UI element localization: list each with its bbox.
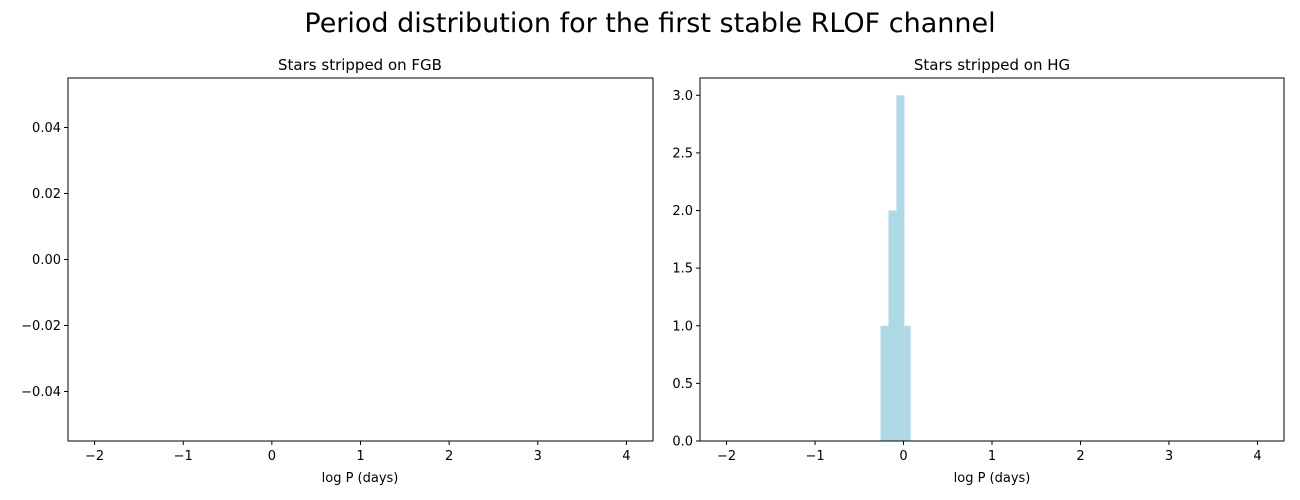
y-tick-label-fgb: −0.02 xyxy=(21,319,61,334)
y-tick-label-fgb: 0.00 xyxy=(32,253,61,268)
x-ticks-fgb: −2 −1 0 1 2 3 4 xyxy=(85,441,631,464)
histogram-bar-hg-0 xyxy=(880,325,889,441)
x-tick-label-fgb: 2 xyxy=(445,449,453,464)
x-axis-label-fgb: log P (days) xyxy=(322,471,399,486)
panel-fgb: Stars stripped on FGB −2 −1 0 1 2 3 4 −0.04−0.… xyxy=(21,56,654,486)
histogram-bar-hg-1 xyxy=(888,210,897,441)
x-tick-label-hg: 0 xyxy=(899,449,907,464)
x-tick-label-hg: 2 xyxy=(1076,449,1084,464)
axes-frame-fgb xyxy=(67,77,654,442)
x-tick-label-hg: −1 xyxy=(805,449,824,464)
bars-hg xyxy=(880,95,911,442)
y-tick-label-hg: 1.5 xyxy=(672,262,693,277)
y-tick-label-hg: 0.5 xyxy=(672,377,693,392)
y-ticks-fgb: −0.04 −0.02 0.00 0.02 0.04 xyxy=(21,121,68,400)
x-tick-label-fgb: 0 xyxy=(268,449,276,464)
y-tick-label-hg: 2.0 xyxy=(672,204,693,219)
x-axis-label-hg: log P (days) xyxy=(954,471,1031,486)
x-tick-label-fgb: 1 xyxy=(356,449,364,464)
panel-title-fgb: Stars stripped on FGB xyxy=(278,56,442,74)
x-tick-label-hg: 3 xyxy=(1165,449,1173,464)
y-tick-label-fgb: 0.02 xyxy=(32,187,61,202)
panel-title-hg: Stars stripped on HG xyxy=(914,56,1070,74)
axes-frame-hg xyxy=(699,77,1285,442)
x-tick-label-hg: −2 xyxy=(717,449,736,464)
x-ticks-hg: −2 −1 0 1 2 3 4 xyxy=(717,441,1262,464)
histogram-bar-hg-3 xyxy=(904,325,911,441)
y-tick-label-fgb: 0.04 xyxy=(32,121,61,136)
x-tick-label-fgb: −1 xyxy=(174,449,193,464)
x-tick-label-hg: 4 xyxy=(1253,449,1261,464)
figure-title: Period distribution for the first stable… xyxy=(304,8,995,39)
y-tick-label-hg: 3.0 xyxy=(672,89,693,104)
y-tick-label-hg: 1.0 xyxy=(672,319,693,334)
x-tick-label-fgb: 3 xyxy=(534,449,542,464)
y-tick-label-hg: 0.0 xyxy=(672,435,693,450)
y-ticks-hg: 0.0 0.5 1.0 1.5 2.0 2.5 3.0 xyxy=(672,89,700,450)
panel-hg: Stars stripped on HG −2 −1 0 1 2 3 4 0.0 0.5 1.0… xyxy=(672,56,1285,486)
histogram-bar-hg-2 xyxy=(896,95,905,442)
y-tick-label-hg: 2.5 xyxy=(672,146,693,161)
y-tick-label-fgb: −0.04 xyxy=(21,385,61,400)
x-tick-label-hg: 1 xyxy=(988,449,996,464)
x-tick-label-fgb: −2 xyxy=(85,449,104,464)
x-tick-label-fgb: 4 xyxy=(622,449,630,464)
